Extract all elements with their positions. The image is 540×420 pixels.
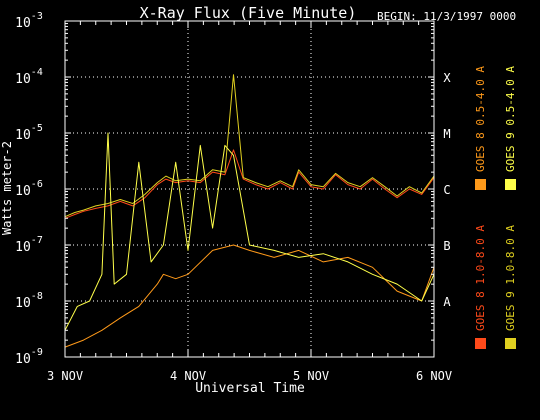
flare-class-x: X	[443, 71, 451, 85]
flare-class-c: C	[443, 183, 450, 197]
series-line-1	[64, 149, 435, 219]
y-tick-label: 10-8	[15, 291, 43, 311]
x-tick-label: 5 NOV	[293, 369, 329, 383]
flare-class-a: A	[443, 295, 451, 309]
series-line-2	[64, 244, 435, 348]
legend-label-3: GOES 9 1.0-8.0 A	[504, 225, 517, 331]
x-tick-label: 3 NOV	[47, 369, 83, 383]
y-tick-label: 10-3	[15, 11, 43, 31]
legend-label-4: GOES 9 0.5-4.0 A	[504, 66, 517, 172]
series-line-4	[64, 132, 435, 331]
legend-label-1: GOES 8 1.0-8.0 A	[474, 225, 487, 331]
y-axis-label: Watts meter-2	[0, 141, 14, 235]
x-tick-label: 6 NOV	[416, 369, 452, 383]
legend-label-2: GOES 8 0.5-4.0 A	[474, 66, 487, 172]
y-tick-label: 10-5	[15, 123, 43, 143]
x-axis-ticks: 3 NOV 4 NOV 5 NOV 6 NOV	[47, 21, 452, 383]
y-tick-label: 10-9	[15, 347, 43, 367]
legend: GOES 8 1.0-8.0 A GOES 8 0.5-4.0 A GOES 9 1…	[474, 66, 517, 349]
legend-swatch-2	[475, 179, 486, 190]
legend-swatch-1	[475, 338, 486, 349]
flare-class-m: M	[443, 127, 450, 141]
y-tick-label: 10-6	[15, 179, 43, 199]
chart-title: X-Ray Flux (Five Minute)	[140, 4, 357, 22]
flare-class-b: B	[443, 239, 450, 253]
y-tick-label: 10-4	[15, 67, 43, 87]
x-axis-label: Universal Time	[195, 381, 305, 396]
legend-swatch-3	[505, 338, 516, 349]
legend-swatch-4	[505, 179, 516, 190]
x-tick-label: 4 NOV	[170, 369, 206, 383]
begin-label: BEGIN: 11/3/1997 0000	[377, 10, 516, 23]
series-layer	[64, 74, 435, 348]
series-line-3	[64, 74, 435, 218]
flare-class-labels: X M C B A	[443, 71, 451, 309]
y-tick-label: 10-7	[15, 235, 43, 255]
y-axis-ticks: 10-3 10-4 10-5 10-6 10-7 10-8 10-9	[15, 11, 434, 367]
